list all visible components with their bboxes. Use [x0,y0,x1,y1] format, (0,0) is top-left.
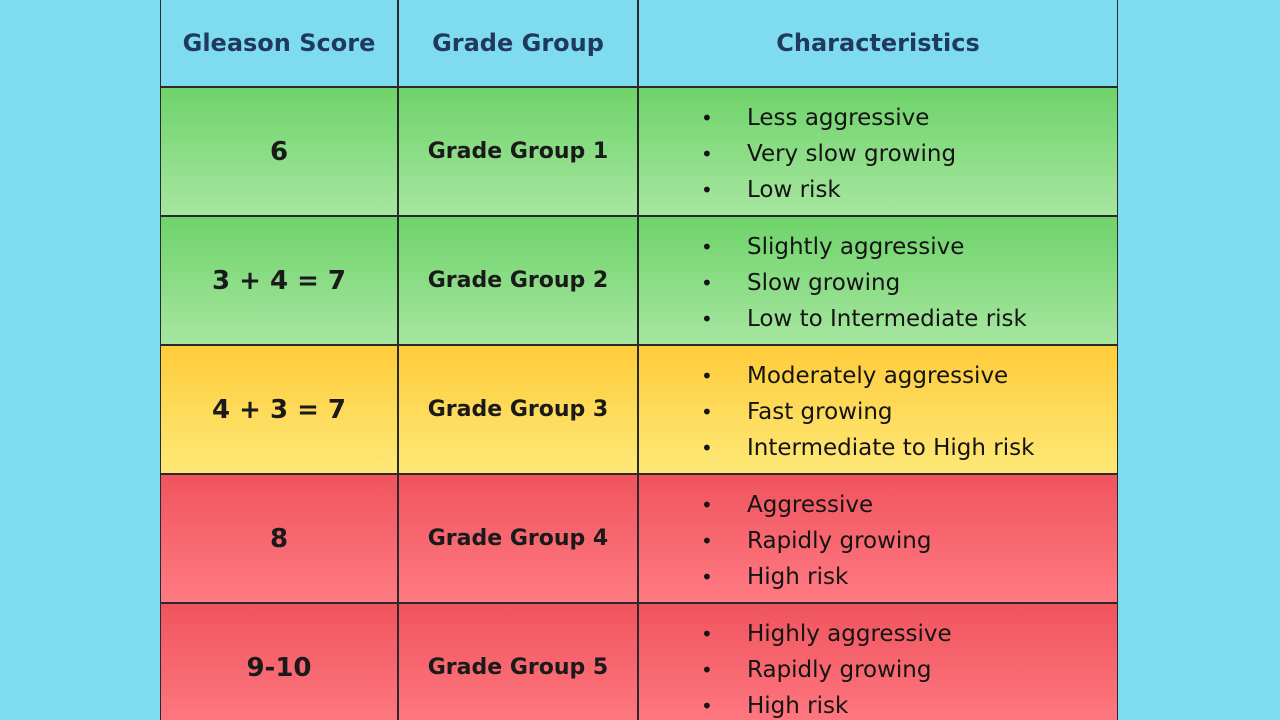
grade-group-cell: Grade Group 3 [399,346,639,473]
bullet-icon: • [701,436,713,460]
table-row: 8 Grade Group 4 • Aggressive • Rapidly gro… [161,475,1117,604]
table-row: 6 Grade Group 1 • Less aggressive • Very s… [161,88,1117,217]
characteristics-list: • Aggressive • Rapidly growing • High risk [639,487,931,595]
characteristic-text: Rapidly growing [747,528,932,554]
characteristic-text: Slightly aggressive [747,234,965,260]
characteristic-text: Moderately aggressive [747,363,1009,389]
list-item: • Rapidly growing [701,523,931,559]
header-gleason-score: Gleason Score [161,0,399,86]
list-item: • Low risk [701,172,956,208]
characteristic-text: High risk [747,693,849,719]
bullet-icon: • [701,565,713,589]
header-characteristics: Characteristics [776,29,980,57]
bullet-icon: • [701,493,713,517]
characteristics-list: • Slightly aggressive • Slow growing • Low … [639,229,1027,337]
list-item: • Less aggressive [701,100,956,136]
characteristics-cell: • Less aggressive • Very slow growing • Low… [639,88,1117,215]
characteristic-text: Very slow growing [747,141,957,167]
characteristic-text: Low risk [747,177,841,203]
list-item: • High risk [701,559,931,595]
bullet-icon: • [701,622,713,646]
characteristics-list: • Less aggressive • Very slow growing • Low… [639,100,956,208]
list-item: • Slow growing [701,265,1027,301]
bullet-icon: • [701,529,713,553]
gleason-grade-table: Gleason Score Grade Group Characteristic… [160,0,1118,720]
grade-group-cell: Grade Group 4 [399,475,639,602]
table-header: Gleason Score Grade Group Characteristic… [161,0,1117,88]
characteristic-text: High risk [747,564,849,590]
characteristics-cell: • Aggressive • Rapidly growing • High risk [639,475,1117,602]
bullet-icon: • [701,142,713,166]
bullet-icon: • [701,307,713,331]
bullet-icon: • [701,364,713,388]
gleason-score-cell: 3 + 4 = 7 [161,217,399,344]
characteristics-cell: • Highly aggressive • Rapidly growing • Hig… [639,604,1117,720]
header-grade-group: Grade Group [399,0,639,86]
characteristics-list: • Highly aggressive • Rapidly growing • Hig… [639,616,952,720]
gleason-score-cell: 4 + 3 = 7 [161,346,399,473]
bullet-icon: • [701,271,713,295]
characteristic-text: Aggressive [747,492,874,518]
characteristics-cell: • Slightly aggressive • Slow growing • Low … [639,217,1117,344]
list-item: • Aggressive [701,487,931,523]
gleason-score-cell: 8 [161,475,399,602]
list-item: • Rapidly growing [701,652,952,688]
list-item: • Low to Intermediate risk [701,301,1027,337]
characteristic-text: Slow growing [747,270,901,296]
gleason-score-cell: 6 [161,88,399,215]
characteristic-text: Low to Intermediate risk [747,306,1027,332]
bullet-icon: • [701,658,713,682]
list-item: • Moderately aggressive [701,358,1034,394]
characteristics-cell: • Moderately aggressive • Fast growing • In… [639,346,1117,473]
characteristic-text: Less aggressive [747,105,930,131]
list-item: • Highly aggressive [701,616,952,652]
grade-group-cell: Grade Group 2 [399,217,639,344]
characteristic-text: Rapidly growing [747,657,932,683]
list-item: • Intermediate to High risk [701,430,1034,466]
list-item: • Very slow growing [701,136,956,172]
gleason-score-cell: 9-10 [161,604,399,720]
list-item: • High risk [701,688,952,720]
bullet-icon: • [701,235,713,259]
table-row: 3 + 4 = 7 Grade Group 2 • Slightly aggres… [161,217,1117,346]
characteristic-text: Fast growing [747,399,893,425]
characteristic-text: Intermediate to High risk [747,435,1035,461]
characteristic-text: Highly aggressive [747,621,952,647]
grade-group-cell: Grade Group 5 [399,604,639,720]
bullet-icon: • [701,106,713,130]
bullet-icon: • [701,694,713,718]
table-row: 4 + 3 = 7 Grade Group 3 • Moderately aggr… [161,346,1117,475]
bullet-icon: • [701,400,713,424]
bullet-icon: • [701,178,713,202]
characteristics-list: • Moderately aggressive • Fast growing • In… [639,358,1034,466]
grade-group-cell: Grade Group 1 [399,88,639,215]
table-row: 9-10 Grade Group 5 • Highly aggressive • R… [161,604,1117,720]
list-item: • Slightly aggressive [701,229,1027,265]
list-item: • Fast growing [701,394,1034,430]
